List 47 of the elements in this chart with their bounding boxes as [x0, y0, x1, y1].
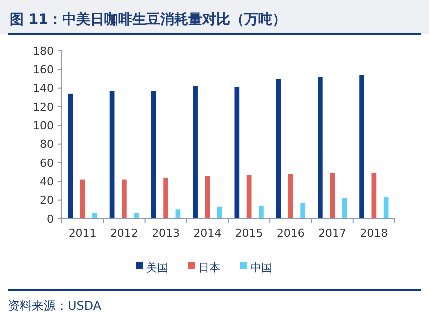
bar: [176, 210, 181, 219]
bar: [134, 213, 140, 219]
x-tick-label: 2012: [110, 227, 138, 240]
y-tick-label: 120: [33, 100, 54, 114]
legend-label: 中国: [250, 261, 272, 274]
bar: [68, 94, 74, 219]
bar: [205, 176, 210, 219]
bar: [164, 178, 168, 219]
legend-label: 美国: [146, 261, 168, 274]
y-tick-label: 100: [33, 120, 54, 133]
bar: [318, 77, 323, 219]
bar: [246, 175, 252, 219]
bar: [110, 91, 115, 219]
bar: [288, 174, 294, 219]
bar: [372, 173, 377, 219]
x-tick-label: 2016: [276, 227, 305, 240]
y-tick-label: 60: [40, 156, 54, 170]
y-tick-label: 20: [40, 194, 54, 208]
bar: [151, 91, 156, 219]
x-tick-label: 2017: [318, 227, 347, 240]
bar: [217, 206, 222, 219]
y-tick-label: 180: [33, 44, 54, 58]
y-tick-label: 0: [47, 212, 54, 226]
chart-title: 图 11：中美日咖啡生豆消耗量对比（万吨）: [10, 11, 286, 28]
bar: [80, 180, 86, 219]
x-tick-label: 2015: [235, 227, 264, 240]
y-tick-label: 40: [40, 176, 54, 189]
bar: [193, 86, 198, 219]
bar: [92, 213, 98, 219]
bar: [234, 87, 240, 219]
x-tick-label: 2018: [360, 227, 388, 240]
bar: [276, 79, 282, 219]
bar: [259, 206, 264, 219]
bar: [122, 180, 127, 219]
y-tick-label: 140: [33, 82, 54, 96]
bar: [300, 203, 306, 219]
bar: [360, 75, 364, 219]
x-tick-label: 2011: [68, 227, 97, 240]
x-tick-label: 2014: [194, 227, 222, 240]
bar: [384, 198, 389, 219]
bar: [330, 173, 335, 219]
x-tick-label: 2013: [152, 227, 180, 240]
text: 资料来源：USDA: [8, 299, 102, 313]
y-tick-label: 80: [40, 138, 54, 152]
y-tick-label: 160: [33, 64, 54, 77]
legend-label: 日本: [198, 261, 220, 274]
bar: [342, 198, 348, 219]
